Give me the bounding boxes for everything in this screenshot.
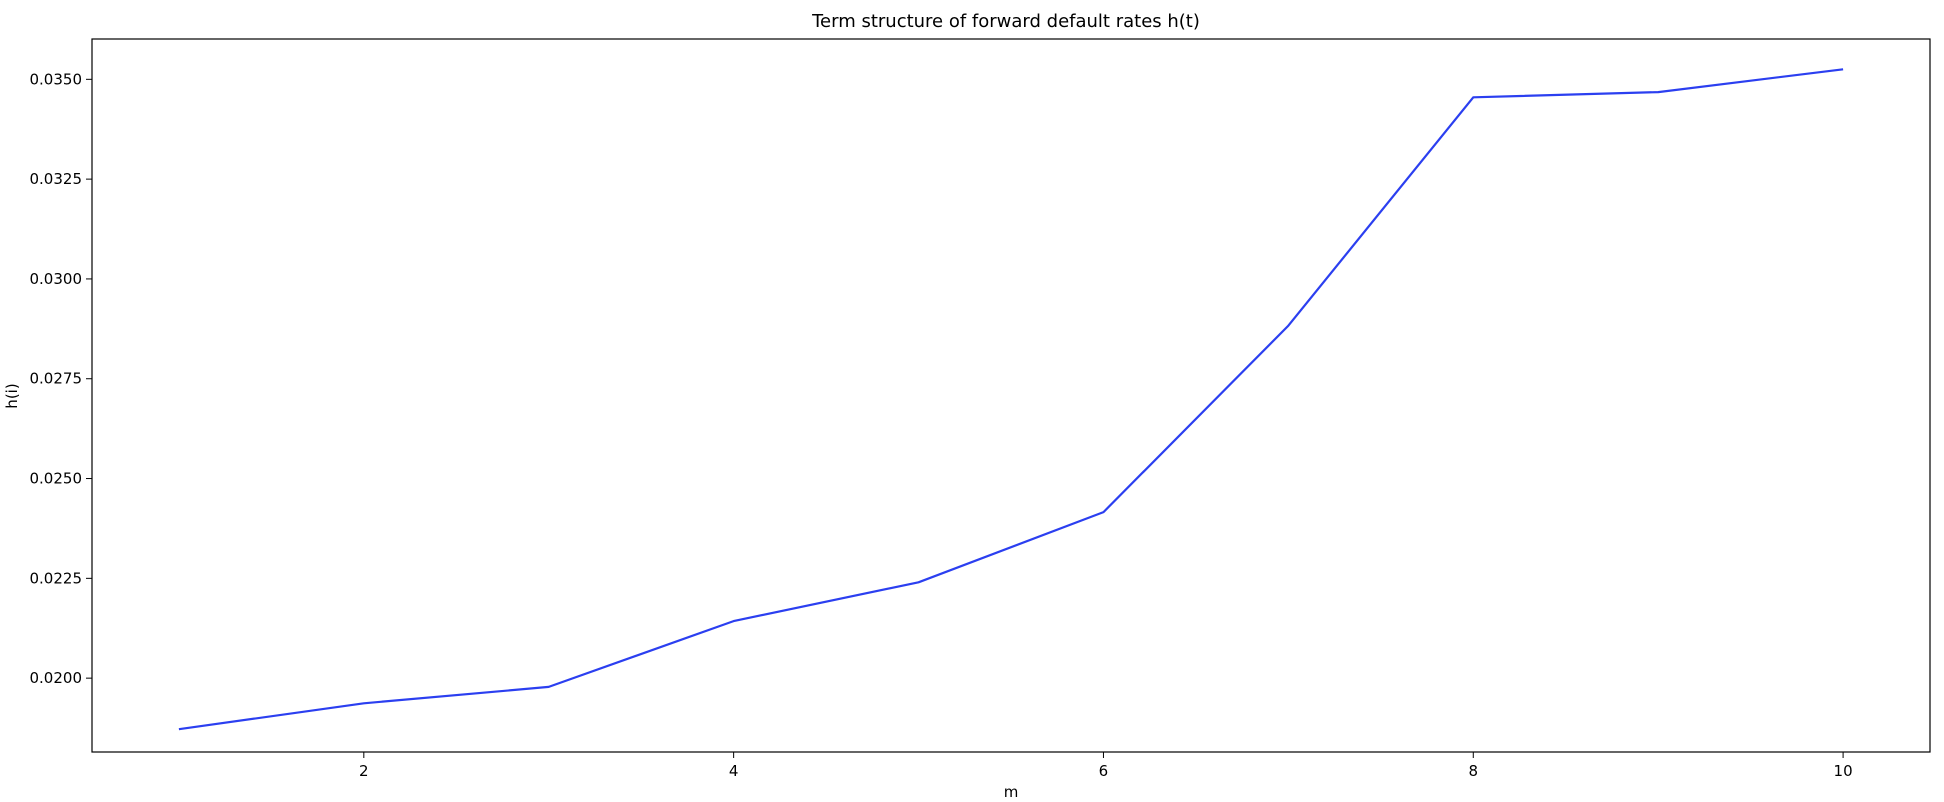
x-axis: 2 4 6 8 10 xyxy=(359,752,1853,780)
x-tick-label: 4 xyxy=(729,762,739,780)
x-tick-label: 10 xyxy=(1834,762,1853,780)
plot-area-frame xyxy=(91,38,1931,753)
y-axis: 0.0200 0.0225 0.0250 0.0275 0.0300 0.0325 0.03… xyxy=(30,70,92,687)
series-line xyxy=(178,68,1844,731)
x-tick-label: 2 xyxy=(359,762,369,780)
chart-title: Term structure of forward default rates … xyxy=(811,11,1200,32)
x-tick-label: 6 xyxy=(1099,762,1109,780)
y-tick-label: 0.0300 xyxy=(30,270,83,288)
y-tick-label: 0.0225 xyxy=(30,569,83,587)
y-tick-label: 0.0325 xyxy=(30,170,83,188)
y-tick-label: 0.0250 xyxy=(30,470,83,488)
y-axis-label: h(i) xyxy=(3,383,21,408)
x-tick-label: 8 xyxy=(1469,762,1479,780)
series-layer xyxy=(178,68,1844,731)
y-tick-label: 0.0350 xyxy=(30,70,83,88)
y-tick-label: 0.0200 xyxy=(30,669,83,687)
y-tick-label: 0.0275 xyxy=(30,370,83,388)
x-axis-label: m xyxy=(1004,783,1019,801)
